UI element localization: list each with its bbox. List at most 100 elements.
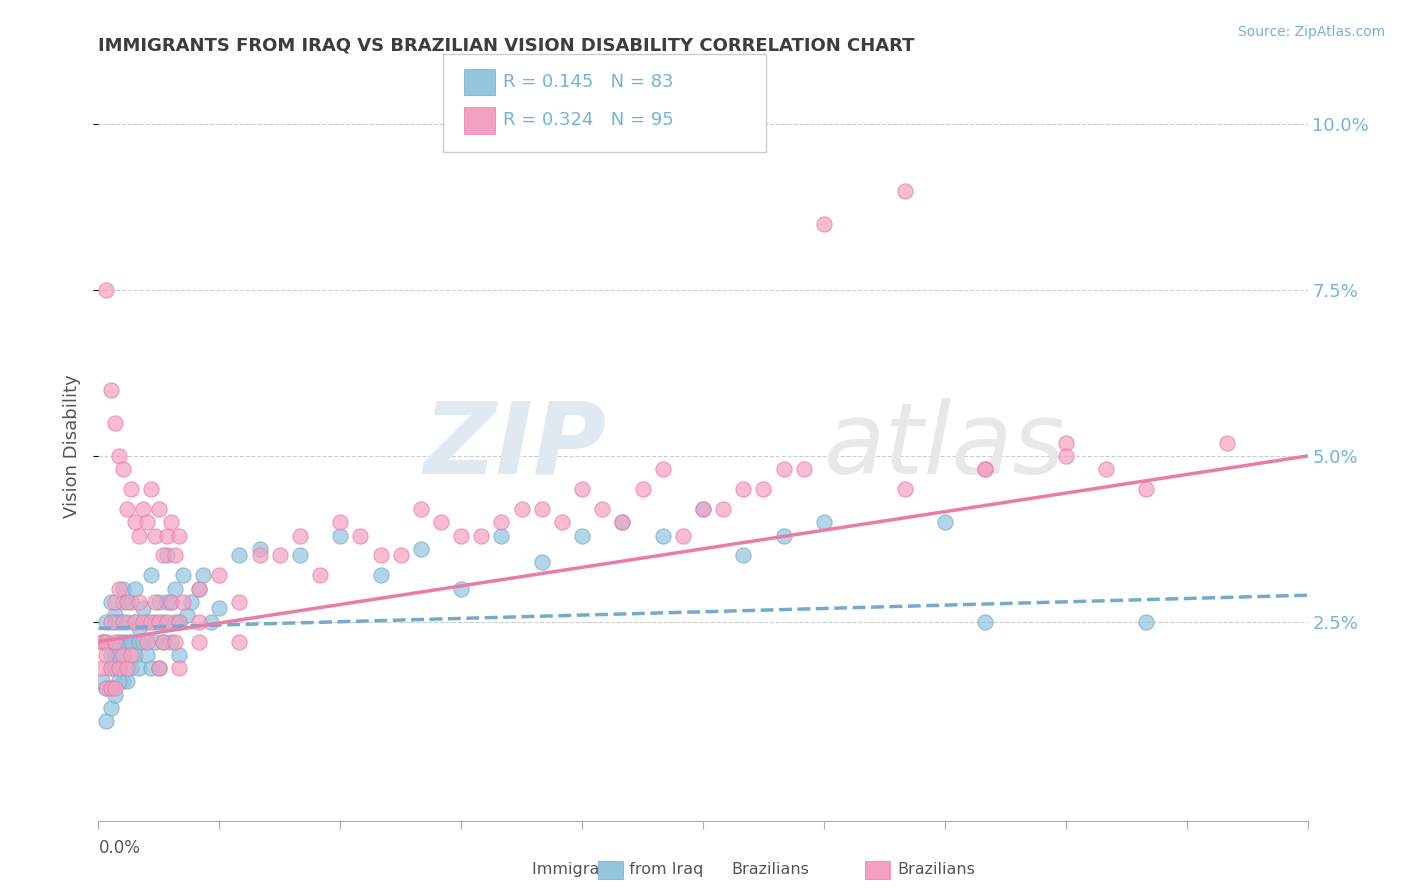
Point xyxy=(228,595,250,609)
Point xyxy=(103,648,125,662)
Point xyxy=(491,528,513,542)
Point xyxy=(249,549,271,563)
Point xyxy=(107,634,129,648)
Point xyxy=(148,502,170,516)
Point xyxy=(100,681,122,695)
Point xyxy=(96,283,118,297)
Point xyxy=(115,615,138,629)
Point xyxy=(120,482,142,496)
Point xyxy=(103,416,125,430)
Text: Brazilians: Brazilians xyxy=(731,863,808,877)
Point xyxy=(107,615,129,629)
Point xyxy=(100,595,122,609)
Point xyxy=(1135,615,1157,629)
Point xyxy=(430,515,453,529)
Point xyxy=(772,462,794,476)
Point xyxy=(143,528,166,542)
Point xyxy=(813,515,835,529)
Point xyxy=(152,634,174,648)
Point xyxy=(1054,435,1077,450)
Text: atlas: atlas xyxy=(824,398,1066,494)
Text: 0.0%: 0.0% xyxy=(98,839,141,857)
Point xyxy=(111,582,134,596)
Point xyxy=(530,502,553,516)
Point xyxy=(143,615,166,629)
Point xyxy=(172,595,194,609)
Point xyxy=(139,568,162,582)
Point xyxy=(124,648,146,662)
Point xyxy=(208,601,231,615)
Point xyxy=(91,634,114,648)
Point xyxy=(160,595,183,609)
Point xyxy=(128,528,150,542)
Point xyxy=(167,528,190,542)
Point xyxy=(176,608,198,623)
Point xyxy=(156,595,179,609)
Point xyxy=(309,568,332,582)
Point xyxy=(172,568,194,582)
Point xyxy=(651,462,673,476)
Point xyxy=(120,634,142,648)
Point xyxy=(132,634,155,648)
Point xyxy=(103,615,125,629)
Point xyxy=(612,515,634,529)
Point xyxy=(163,615,186,629)
Point xyxy=(103,661,125,675)
Point xyxy=(139,661,162,675)
Text: Source: ZipAtlas.com: Source: ZipAtlas.com xyxy=(1237,25,1385,39)
Point xyxy=(96,681,118,695)
Point xyxy=(139,615,162,629)
Point xyxy=(100,701,122,715)
Point xyxy=(409,541,432,556)
Point xyxy=(793,462,815,476)
Point xyxy=(1135,482,1157,496)
Point xyxy=(1054,449,1077,463)
Point xyxy=(103,681,125,695)
Point xyxy=(139,482,162,496)
Y-axis label: Vision Disability: Vision Disability xyxy=(63,374,82,518)
Point xyxy=(1095,462,1118,476)
Point xyxy=(510,502,533,516)
Point xyxy=(100,383,122,397)
Point xyxy=(571,528,593,542)
Point xyxy=(152,615,174,629)
Point xyxy=(135,648,157,662)
Point xyxy=(107,648,129,662)
Point xyxy=(772,528,794,542)
Point xyxy=(530,555,553,569)
Point xyxy=(389,549,412,563)
Point xyxy=(752,482,775,496)
Point xyxy=(733,549,755,563)
Point xyxy=(974,615,997,629)
Point xyxy=(143,595,166,609)
Point xyxy=(107,449,129,463)
Point xyxy=(135,615,157,629)
Point xyxy=(893,482,915,496)
Text: R = 0.145   N = 83: R = 0.145 N = 83 xyxy=(503,73,673,91)
Point xyxy=(100,661,122,675)
Point xyxy=(228,549,250,563)
Point xyxy=(128,595,150,609)
Point xyxy=(111,595,134,609)
Point xyxy=(370,568,392,582)
Point xyxy=(128,621,150,635)
Point xyxy=(124,515,146,529)
Point xyxy=(128,661,150,675)
Point xyxy=(974,462,997,476)
Point xyxy=(160,634,183,648)
Point xyxy=(103,595,125,609)
Point xyxy=(200,615,222,629)
Point xyxy=(148,661,170,675)
Point xyxy=(120,648,142,662)
Point xyxy=(188,582,211,596)
Point xyxy=(329,515,352,529)
Point xyxy=(571,482,593,496)
Point xyxy=(188,615,211,629)
Point xyxy=(1216,435,1239,450)
Point xyxy=(349,528,371,542)
Point xyxy=(672,528,695,542)
Point xyxy=(148,595,170,609)
Point xyxy=(288,549,311,563)
Point xyxy=(111,462,134,476)
Point xyxy=(711,502,734,516)
